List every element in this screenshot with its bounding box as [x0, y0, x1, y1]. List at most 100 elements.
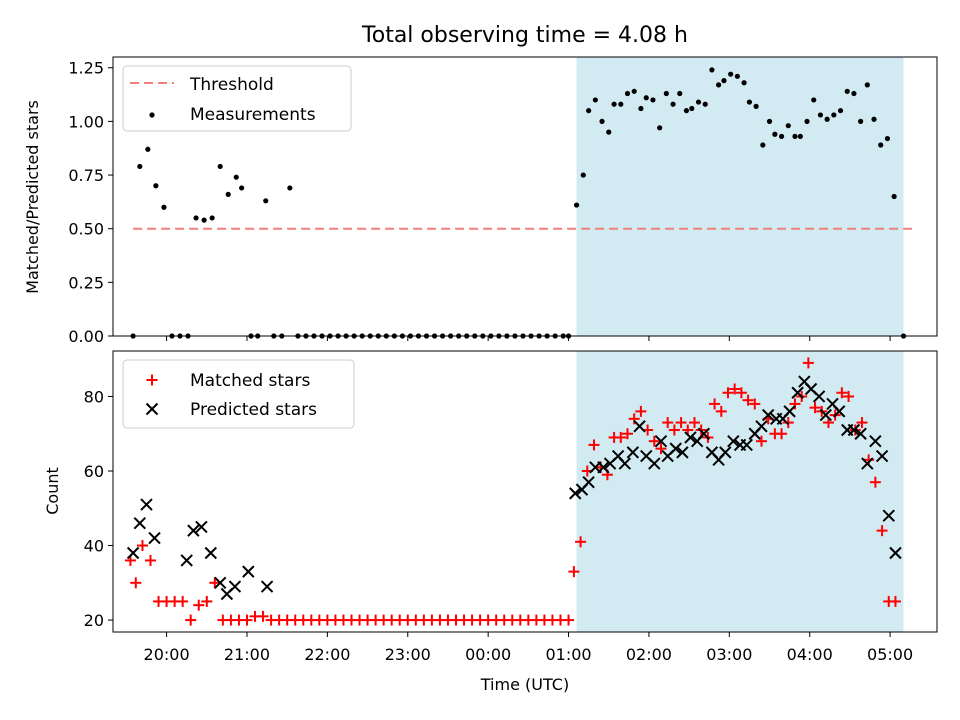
matched-star-point — [869, 476, 881, 488]
measurement-point — [201, 217, 207, 223]
predicted-star-point — [133, 516, 147, 530]
measurement-point — [785, 123, 791, 129]
matched-star-point — [688, 417, 700, 429]
predicted-star-point — [582, 475, 595, 489]
matched-star-point — [621, 428, 633, 440]
measurement-point — [837, 108, 844, 114]
measurement-point — [746, 99, 753, 105]
predicted-star-point — [697, 427, 711, 440]
matched-star-point — [201, 595, 213, 607]
predicted-star-point — [875, 449, 889, 463]
predicted-star-point — [126, 546, 140, 560]
y-tick-label: 0.50 — [68, 220, 104, 239]
measurement-point — [844, 88, 850, 94]
predicted-star-point — [195, 520, 208, 534]
measurement-point — [792, 133, 798, 140]
measurement-point — [766, 118, 773, 124]
top-legend: Threshold Measurements — [122, 65, 352, 132]
predicted-star-point — [140, 498, 153, 511]
y-tick-label: 1.25 — [68, 59, 104, 78]
measurement-point — [760, 142, 766, 148]
matched-star-point — [193, 599, 205, 611]
x-tick-label: 23:00 — [385, 645, 431, 664]
bottom-legend-box — [122, 359, 355, 429]
matched-star-point — [648, 435, 660, 447]
measurement-point — [858, 118, 864, 124]
predicted-star-point — [847, 423, 861, 437]
measurement-point — [871, 116, 877, 122]
measurement-point — [161, 204, 167, 210]
matched-star-point — [257, 610, 269, 622]
matched-star-point — [802, 357, 814, 369]
bottom-y-ticks: 20 40 60 80 — [84, 387, 113, 630]
measurement-point — [734, 73, 740, 79]
y-tick-label: 80 — [84, 387, 104, 406]
predicted-star-point — [676, 446, 689, 459]
measurement-point — [689, 105, 695, 112]
legend-matched-label: Matched stars — [190, 371, 310, 391]
predicted-star-point — [727, 434, 740, 448]
predicted-star-point — [889, 546, 902, 560]
matched-star-point — [782, 417, 794, 429]
measurement-point — [831, 112, 837, 118]
measurement-point — [137, 163, 143, 170]
y-tick-label: 20 — [84, 611, 104, 630]
predicted-star-point — [204, 546, 218, 560]
predicted-star-point — [260, 580, 274, 593]
measurement-point — [580, 172, 586, 178]
legend-predicted-label: Predicted stars — [190, 400, 317, 420]
measurement-point — [891, 193, 897, 200]
measurement-point — [631, 88, 637, 94]
matched-star-point — [856, 417, 868, 429]
measurement-point — [709, 67, 715, 73]
measurement-point — [606, 129, 612, 135]
predicted-star-point — [213, 576, 227, 590]
measurement-point — [677, 90, 683, 97]
measurement-point — [611, 101, 617, 107]
legend-measurements-swatch — [149, 112, 155, 118]
matched-star-point — [635, 405, 647, 417]
measurement-point — [217, 163, 223, 170]
bottom-x-ticks: 20:00 21:00 22:00 23:00 00:00 01:00 02:00 03:00… — [144, 632, 913, 664]
measurement-point — [233, 174, 239, 180]
y-tick-label: 0.25 — [68, 273, 104, 292]
legend-measurements-label: Measurements — [190, 105, 316, 125]
measurement-point — [772, 131, 778, 137]
matched-star-point — [662, 417, 674, 429]
x-tick-label: 22:00 — [304, 645, 350, 664]
top-legend-box — [122, 65, 352, 132]
x-axis-label: Time (UTC) — [480, 675, 569, 694]
y-tick-label: 0.75 — [68, 166, 104, 185]
measurement-point — [670, 101, 676, 107]
predicted-star-point — [755, 420, 768, 433]
matched-star-point — [615, 431, 627, 443]
matched-star-point — [675, 417, 687, 429]
top-panel: 0.00 0.25 0.50 0.75 1.00 1.25 Matched/Predict… — [23, 56, 938, 346]
bottom-legend: Matched stars Predicted stars — [122, 359, 355, 429]
matched-star-point — [209, 577, 221, 589]
x-tick-label: 04:00 — [787, 645, 833, 664]
x-tick-label: 02:00 — [626, 645, 672, 664]
matched-star-point — [755, 435, 767, 447]
measurement-point — [804, 118, 810, 124]
predicted-star-point — [597, 461, 610, 474]
matched-star-point — [843, 390, 855, 402]
matched-star-point — [889, 595, 901, 607]
predicted-star-point — [180, 554, 193, 567]
matched-star-point — [145, 554, 157, 566]
measurement-point — [797, 133, 803, 140]
predicted-star-point — [832, 405, 846, 418]
measurement-point — [778, 133, 785, 140]
measurement-point — [753, 103, 759, 109]
predicted-star-point — [228, 580, 242, 593]
measurement-point — [702, 101, 708, 107]
x-tick-label: 05:00 — [867, 645, 913, 664]
top-shaded-interval — [576, 57, 904, 336]
measurement-point — [728, 71, 734, 77]
x-tick-label: 01:00 — [545, 645, 591, 664]
predicted-star-point — [569, 487, 582, 500]
predicted-star-point — [861, 457, 874, 470]
x-tick-label: 03:00 — [706, 645, 752, 664]
matched-star-point — [241, 614, 253, 626]
